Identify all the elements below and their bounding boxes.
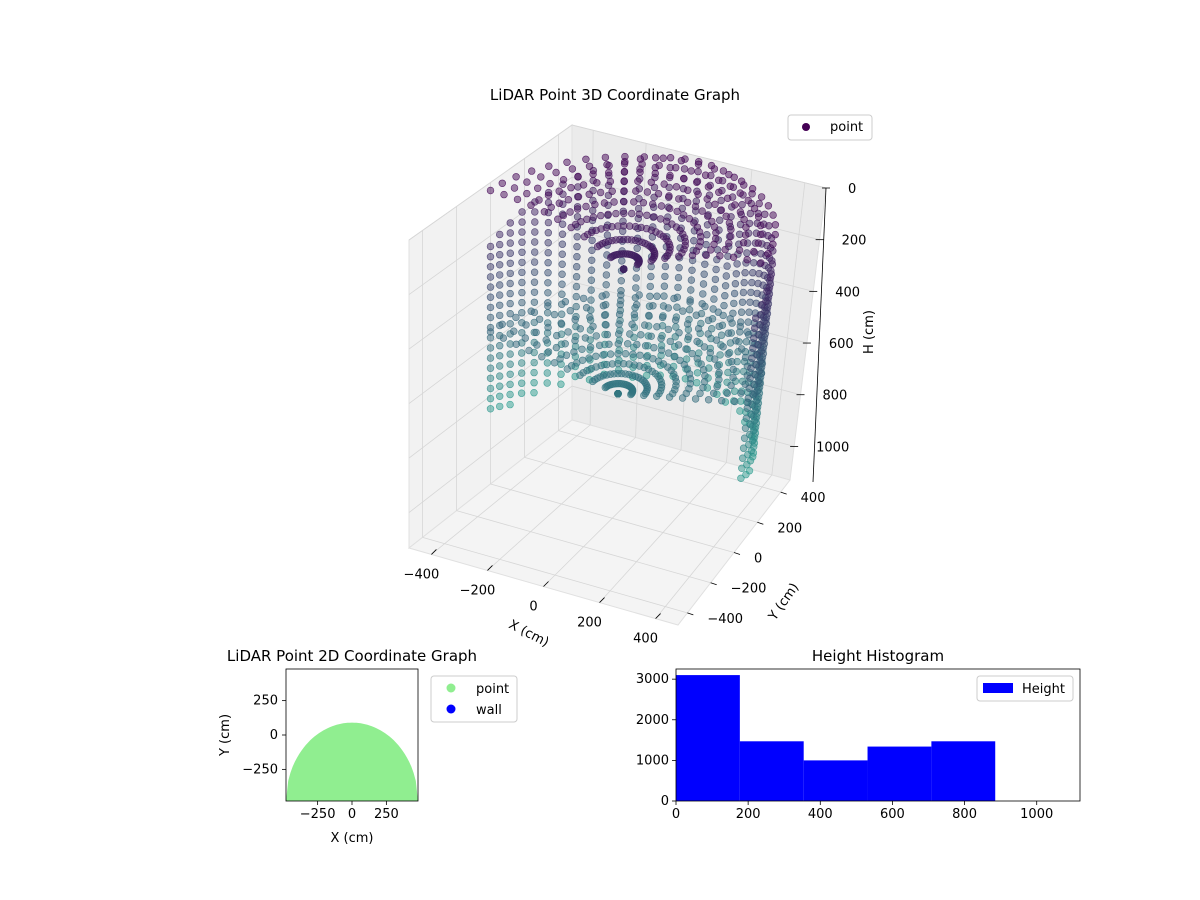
ticks-2d: −250 0 250 250 0 −250 [242, 694, 399, 822]
svg-text:0: 0 [661, 794, 669, 809]
legend-label-point-3d: point [830, 120, 863, 135]
svg-text:200: 200 [842, 234, 867, 249]
z-axis-line [812, 187, 827, 483]
svg-text:0: 0 [848, 182, 856, 197]
svg-text:0: 0 [270, 728, 278, 743]
plot3d: LiDAR Point 3D Coordinate Graph 0 200 400 6… [404, 86, 877, 650]
y-axis-label-2d: Y (cm) [218, 714, 233, 757]
histogram-bars [676, 675, 996, 801]
y-ticks-3d: −400 −200 0 200 400 [687, 491, 825, 627]
svg-text:1000: 1000 [1020, 807, 1053, 822]
pane-floor [407, 419, 791, 626]
svg-text:0: 0 [672, 807, 680, 822]
svg-text:1000: 1000 [816, 440, 849, 455]
x-axis-label-3d: X (cm) [506, 617, 551, 650]
legend-label-point-2d: point [476, 682, 509, 697]
svg-text:400: 400 [808, 807, 833, 822]
plot2d: LiDAR Point 2D Coordinate Graph −250 0 250… [218, 647, 518, 846]
svg-text:250: 250 [374, 807, 399, 822]
histogram: Height Histogram 0 200 400 600 800 1000 0 1000 2… [636, 647, 1081, 822]
histogram-frame [675, 668, 1081, 802]
histogram-title: Height Histogram [812, 647, 944, 665]
legend-swatch-height [983, 683, 1013, 693]
svg-text:800: 800 [952, 807, 977, 822]
svg-text:2000: 2000 [636, 713, 669, 728]
legend-label-wall-2d: wall [476, 703, 502, 718]
legend-label-height: Height [1022, 682, 1065, 697]
histogram-bar [931, 741, 996, 801]
svg-text:200: 200 [736, 807, 761, 822]
legend-marker-wall-2d [446, 704, 456, 714]
svg-text:400: 400 [835, 285, 860, 300]
histogram-bar [739, 741, 804, 801]
svg-text:200: 200 [577, 616, 602, 631]
legend-3d: point [787, 114, 873, 141]
svg-text:0: 0 [529, 600, 537, 615]
svg-text:1000: 1000 [636, 753, 669, 768]
legend-histogram: Height [976, 675, 1074, 702]
svg-text:−200: −200 [731, 582, 767, 597]
svg-text:−250: −250 [242, 762, 278, 777]
svg-text:−200: −200 [460, 583, 496, 598]
y-axis-label-3d: Y (cm) [765, 580, 802, 624]
svg-text:200: 200 [777, 521, 802, 536]
svg-text:400: 400 [633, 632, 658, 647]
svg-text:600: 600 [880, 807, 905, 822]
histogram-bar [867, 746, 932, 801]
svg-text:−400: −400 [404, 567, 440, 582]
x-ticks-3d: −400 −200 0 200 400 [404, 549, 661, 647]
svg-text:−400: −400 [707, 612, 743, 627]
svg-text:−250: −250 [300, 807, 336, 822]
legend-marker-point-2d [446, 683, 456, 693]
histogram-ticks: 0 200 400 600 800 1000 0 1000 2000 3000 [636, 672, 1053, 822]
histogram-bar [676, 675, 740, 801]
point-region-2d [286, 722, 418, 801]
svg-text:600: 600 [829, 337, 854, 352]
histogram-bar [803, 760, 868, 801]
legend-marker-point-3d [802, 123, 810, 131]
svg-text:800: 800 [823, 389, 848, 404]
point-cloud-3d [486, 152, 780, 482]
legend-2d: point wall [430, 675, 518, 723]
x-axis-label-2d: X (cm) [331, 831, 374, 846]
z-ticks: 0 200 400 600 800 1000 [790, 182, 866, 455]
plot3d-title: LiDAR Point 3D Coordinate Graph [490, 86, 740, 104]
svg-text:250: 250 [253, 694, 278, 709]
svg-text:400: 400 [801, 491, 826, 506]
svg-text:3000: 3000 [636, 672, 669, 687]
plot2d-title: LiDAR Point 2D Coordinate Graph [227, 647, 477, 665]
svg-text:0: 0 [348, 807, 356, 822]
svg-text:0: 0 [754, 552, 762, 567]
z-axis-label: H (cm) [862, 310, 877, 354]
